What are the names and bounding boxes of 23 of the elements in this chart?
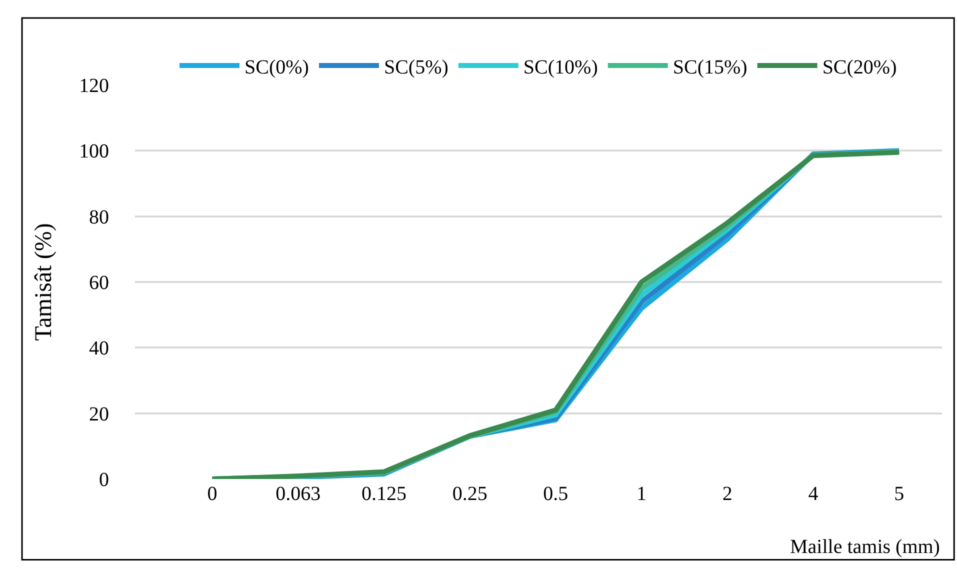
x-tick-label: 5 <box>894 483 904 505</box>
x-tick-label: 2 <box>722 483 732 505</box>
x-tick-label: 0.125 <box>361 483 406 505</box>
x-axis-title: Maille tamis (mm) <box>790 536 940 558</box>
y-axis-title: Tamisât (%) <box>31 223 58 341</box>
x-tick-label: 0.25 <box>452 483 488 505</box>
legend-label: SC(0%) <box>244 56 309 78</box>
y-tick-label: 0 <box>99 469 109 491</box>
x-tick-label: 0 <box>207 483 218 505</box>
y-tick-label: 20 <box>89 403 109 426</box>
y-tick-label: 40 <box>89 338 109 360</box>
y-tick-label: 80 <box>89 206 109 228</box>
y-tick-label: 60 <box>89 272 109 294</box>
legend-label: SC(20%) <box>822 56 897 78</box>
y-tick-label: 100 <box>79 140 109 163</box>
x-tick-label: 0.5 <box>543 483 568 505</box>
legend-label: SC(5%) <box>384 56 448 78</box>
x-tick-label: 1 <box>636 483 647 505</box>
legend-label: SC(10%) <box>523 56 598 78</box>
legend-label: SC(15%) <box>672 56 748 78</box>
x-tick-label: 4 <box>808 483 818 505</box>
y-tick-label: 120 <box>79 75 109 97</box>
x-tick-label: 0.063 <box>276 483 321 505</box>
